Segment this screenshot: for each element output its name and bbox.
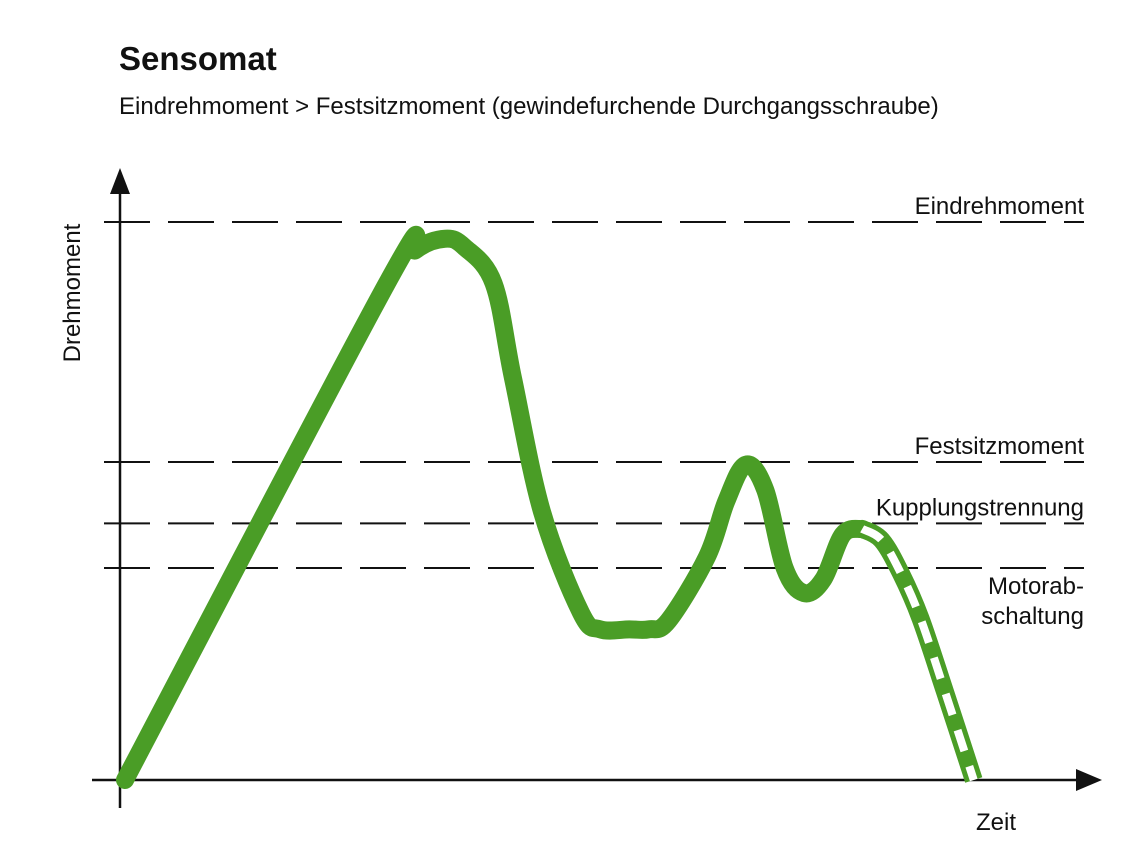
- axes: Drehmoment Zeit: [59, 168, 1102, 836]
- reference-labels: Eindrehmoment Festsitzmoment Kupplungstren…: [871, 192, 1086, 630]
- reference-label: schaltung: [981, 603, 1084, 630]
- reference-label: Festsitzmoment: [915, 433, 1085, 460]
- y-axis-arrow-icon: [110, 168, 130, 194]
- motor-shutoff-curve-outline: [857, 520, 983, 783]
- reference-label: Motorab-: [988, 573, 1084, 600]
- torque-curve: [116, 225, 872, 789]
- x-axis-arrow-icon: [1076, 769, 1102, 791]
- chart-title: Sensomat: [119, 40, 277, 77]
- y-axis-label: Drehmoment: [59, 223, 86, 362]
- motor-shutoff-curve-inner: [860, 525, 978, 782]
- reference-label: Eindrehmoment: [915, 193, 1085, 220]
- reference-label: Kupplungstrennung: [876, 494, 1084, 521]
- reference-label-bg: [871, 493, 1086, 520]
- x-axis-label: Zeit: [976, 809, 1016, 836]
- torque-curves: [116, 225, 983, 789]
- chart-subtitle: Eindrehmoment > Festsitzmoment (gewindef…: [119, 93, 939, 120]
- reference-label-bg: [910, 192, 1086, 218]
- reference-label-bg: [910, 431, 1086, 458]
